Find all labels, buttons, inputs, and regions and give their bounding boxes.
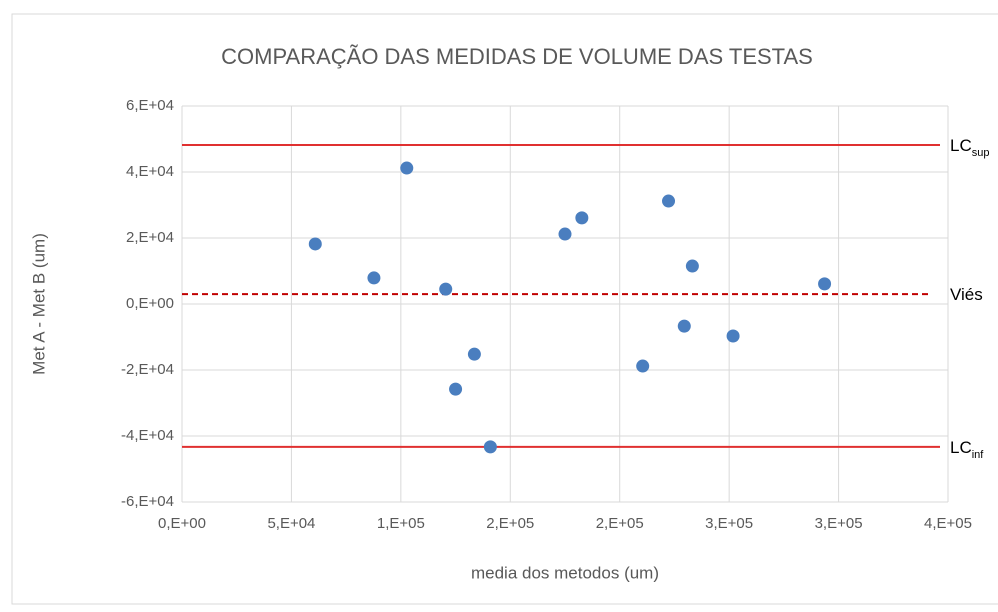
reference-label-text: LC <box>950 136 972 155</box>
y-tick-label: -6,E+04 <box>121 493 174 510</box>
x-axis-label: media dos metodos (um) <box>471 563 659 582</box>
point <box>467 347 481 361</box>
point <box>439 282 453 296</box>
point <box>558 227 572 241</box>
point <box>636 359 650 373</box>
x-tick-label: 5,E+04 <box>267 515 315 532</box>
x-tick-label: 3,E+05 <box>705 515 753 532</box>
chart-frame <box>11 13 998 605</box>
x-tick-label: 0,E+00 <box>158 515 206 532</box>
x-tick-label: 1,E+05 <box>377 515 425 532</box>
y-tick-label: 4,E+04 <box>126 163 174 180</box>
reference-label-text: Viés <box>950 286 983 305</box>
point <box>400 161 414 175</box>
point <box>449 382 463 396</box>
point <box>367 271 381 285</box>
reference-label: LCsup <box>950 136 989 158</box>
point <box>677 319 691 333</box>
reference-label: LCinf <box>950 438 984 460</box>
reference-label-text: LC <box>950 438 972 457</box>
point <box>308 237 322 251</box>
y-tick-label: 0,E+00 <box>126 295 174 312</box>
point <box>685 259 699 273</box>
point <box>483 440 497 454</box>
x-tick-label: 2,E+05 <box>486 515 534 532</box>
y-tick-label: 2,E+04 <box>126 229 174 246</box>
point <box>726 329 740 343</box>
point <box>575 211 589 225</box>
x-tick-label: 4,E+05 <box>924 515 972 532</box>
y-tick-label: -4,E+04 <box>121 427 174 444</box>
chart-title: COMPARAÇÃO DAS MEDIDAS DE VOLUME DAS TES… <box>221 44 813 69</box>
point <box>818 277 832 291</box>
y-tick-label: 6,E+04 <box>126 97 174 114</box>
y-axis-label: Met A - Met B (um) <box>29 233 48 375</box>
x-tick-label: 3,E+05 <box>815 515 863 532</box>
reference-label-sub: inf <box>972 449 985 461</box>
x-tick-label: 2,E+05 <box>596 515 644 532</box>
point <box>662 194 676 208</box>
reference-label: Viés <box>950 286 983 305</box>
reference-label-sub: sup <box>972 147 990 159</box>
y-tick-label: -2,E+04 <box>121 361 174 378</box>
